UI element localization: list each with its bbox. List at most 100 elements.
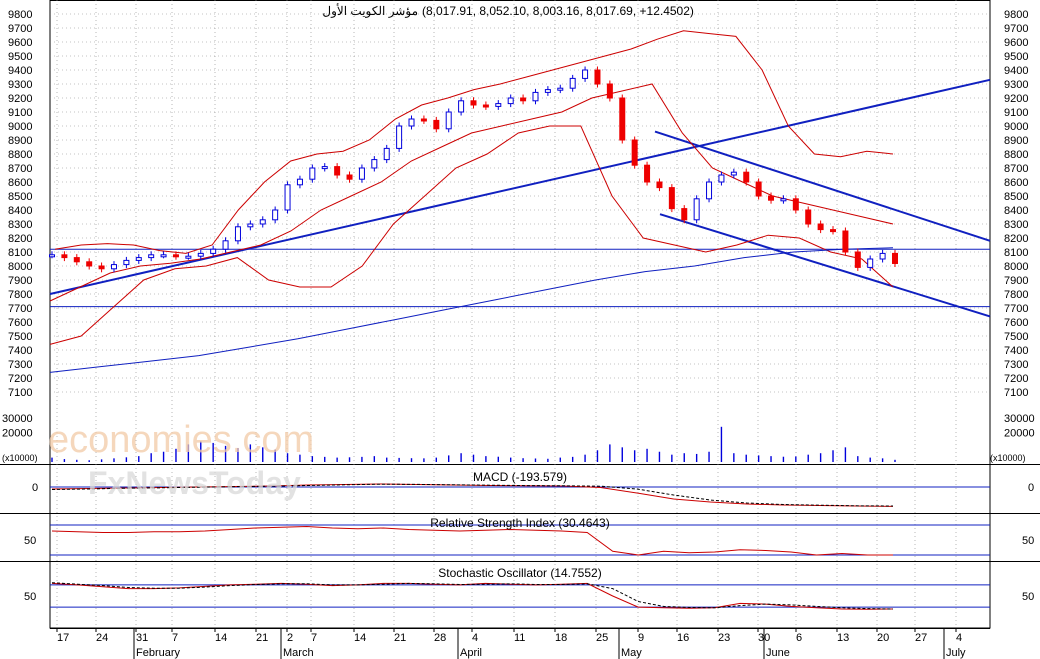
y-tick-label-right: 8400 xyxy=(1004,205,1028,217)
candle-body xyxy=(495,103,502,107)
candle-body xyxy=(768,195,775,201)
volume-tick-label-right: 20000 xyxy=(1004,428,1035,440)
y-tick-label-right: 8700 xyxy=(1004,163,1028,175)
candle-body xyxy=(110,264,117,270)
candle-body xyxy=(830,229,837,233)
x-day-label: 23 xyxy=(718,632,730,644)
candle-body xyxy=(569,77,576,89)
candle-body xyxy=(61,254,68,259)
y-tick-label-left: 7400 xyxy=(8,345,32,357)
y-tick-label-left: 7900 xyxy=(8,275,32,287)
y-tick-label-left: 9800 xyxy=(8,9,32,21)
x-day-label: 9 xyxy=(638,632,644,644)
candle-body xyxy=(296,178,303,186)
x-day-label: 16 xyxy=(677,632,689,644)
candle-body xyxy=(73,257,80,263)
main-panel: 7100 7100 7200 7200 7300 7300 7400 7400 7500 7500… xyxy=(8,9,1028,399)
macd-panel: 0 0 MACD (-193.579) xyxy=(32,470,1034,507)
y-tick-label-left: 9700 xyxy=(8,23,32,35)
candle-body xyxy=(420,118,427,122)
candle-body xyxy=(730,171,737,176)
x-day-label: 13 xyxy=(837,632,849,644)
x-day-label: 18 xyxy=(555,632,567,644)
trend-line xyxy=(659,213,991,318)
volume-panel: 20000 20000 30000 30000 (x10000) (x10000) xyxy=(2,413,1035,463)
bollinger-lower-line xyxy=(49,125,894,345)
candle-body xyxy=(718,174,725,183)
candle-body xyxy=(185,255,192,259)
y-tick-label-left: 8400 xyxy=(8,205,32,217)
y-tick-label-right: 7300 xyxy=(1004,359,1028,371)
macd-signal-line xyxy=(51,483,894,507)
y-tick-label-left: 7700 xyxy=(8,303,32,315)
y-tick-label-left: 9100 xyxy=(8,107,32,119)
candle-body xyxy=(383,147,390,161)
candle-body xyxy=(544,89,551,93)
candle-body xyxy=(582,69,589,79)
candle-body xyxy=(755,181,762,197)
candle-body xyxy=(507,97,514,105)
volume-unit-label-right: (x10000) xyxy=(990,453,1026,463)
candle-body xyxy=(532,91,539,102)
y-tick-label-left: 8000 xyxy=(8,261,32,273)
stochastic-title: Stochastic Oscillator (14.7552) xyxy=(438,566,601,580)
macd-tick-label-left: 0 xyxy=(32,482,38,494)
x-day-label: 21 xyxy=(256,632,268,644)
x-month-label: May xyxy=(621,647,642,659)
candle-body xyxy=(706,181,713,200)
candle-body xyxy=(371,159,378,169)
candle-body xyxy=(644,164,651,183)
stochastic-k-line xyxy=(51,582,894,610)
candle-body xyxy=(172,254,179,258)
candle-body xyxy=(693,198,700,221)
candle-body xyxy=(458,100,465,113)
candle-body xyxy=(408,118,415,127)
y-tick-label-right: 7700 xyxy=(1004,303,1028,315)
y-tick-label-left: 7800 xyxy=(8,289,32,301)
y-tick-label-right: 8100 xyxy=(1004,247,1028,259)
y-tick-label-right: 8800 xyxy=(1004,149,1028,161)
x-month-label: July xyxy=(946,647,966,659)
stochastic-d-line xyxy=(51,582,894,610)
y-tick-label-right: 7600 xyxy=(1004,317,1028,329)
x-month-label: February xyxy=(136,647,181,659)
candle-body xyxy=(445,111,452,130)
y-tick-label-left: 8200 xyxy=(8,233,32,245)
x-day-label: 17 xyxy=(57,632,69,644)
y-tick-label-right: 7800 xyxy=(1004,289,1028,301)
y-tick-label-right: 7500 xyxy=(1004,331,1028,343)
y-tick-label-right: 9200 xyxy=(1004,93,1028,105)
x-day-label: 20 xyxy=(877,632,889,644)
candle-body xyxy=(123,259,130,266)
y-tick-label-left: 8300 xyxy=(8,219,32,231)
x-day-label: 28 xyxy=(434,632,446,644)
candle-body xyxy=(321,166,328,170)
rsi-title: Relative Strength Index (30.4643) xyxy=(430,516,609,530)
candle-body xyxy=(396,125,403,149)
candle-body xyxy=(681,208,688,221)
x-month-label: April xyxy=(460,647,482,659)
stochastic-tick-label-right: 50 xyxy=(1022,591,1034,603)
y-tick-label-left: 8900 xyxy=(8,135,32,147)
chart-title: مؤشر الكويت الأول xyxy=(322,3,418,18)
candle-body xyxy=(334,166,341,176)
y-tick-label-left: 7500 xyxy=(8,331,32,343)
rsi-line xyxy=(51,525,893,556)
x-day-label: 6 xyxy=(796,632,802,644)
candle-body xyxy=(259,219,266,225)
x-day-label: 14 xyxy=(354,632,366,644)
candle-body xyxy=(284,184,291,211)
bollinger-middle-line xyxy=(49,83,894,302)
candle-body xyxy=(879,252,886,260)
y-tick-label-left: 8600 xyxy=(8,177,32,189)
x-day-label: 25 xyxy=(596,632,608,644)
candle-body xyxy=(557,87,564,91)
y-tick-label-right: 8600 xyxy=(1004,177,1028,189)
y-tick-label-right: 9700 xyxy=(1004,23,1028,35)
y-tick-label-right: 9300 xyxy=(1004,79,1028,91)
candle-body xyxy=(470,100,477,106)
y-tick-label-left: 9400 xyxy=(8,65,32,77)
candle-body xyxy=(433,119,440,130)
candle-body xyxy=(631,139,638,166)
candle-body xyxy=(892,252,898,264)
